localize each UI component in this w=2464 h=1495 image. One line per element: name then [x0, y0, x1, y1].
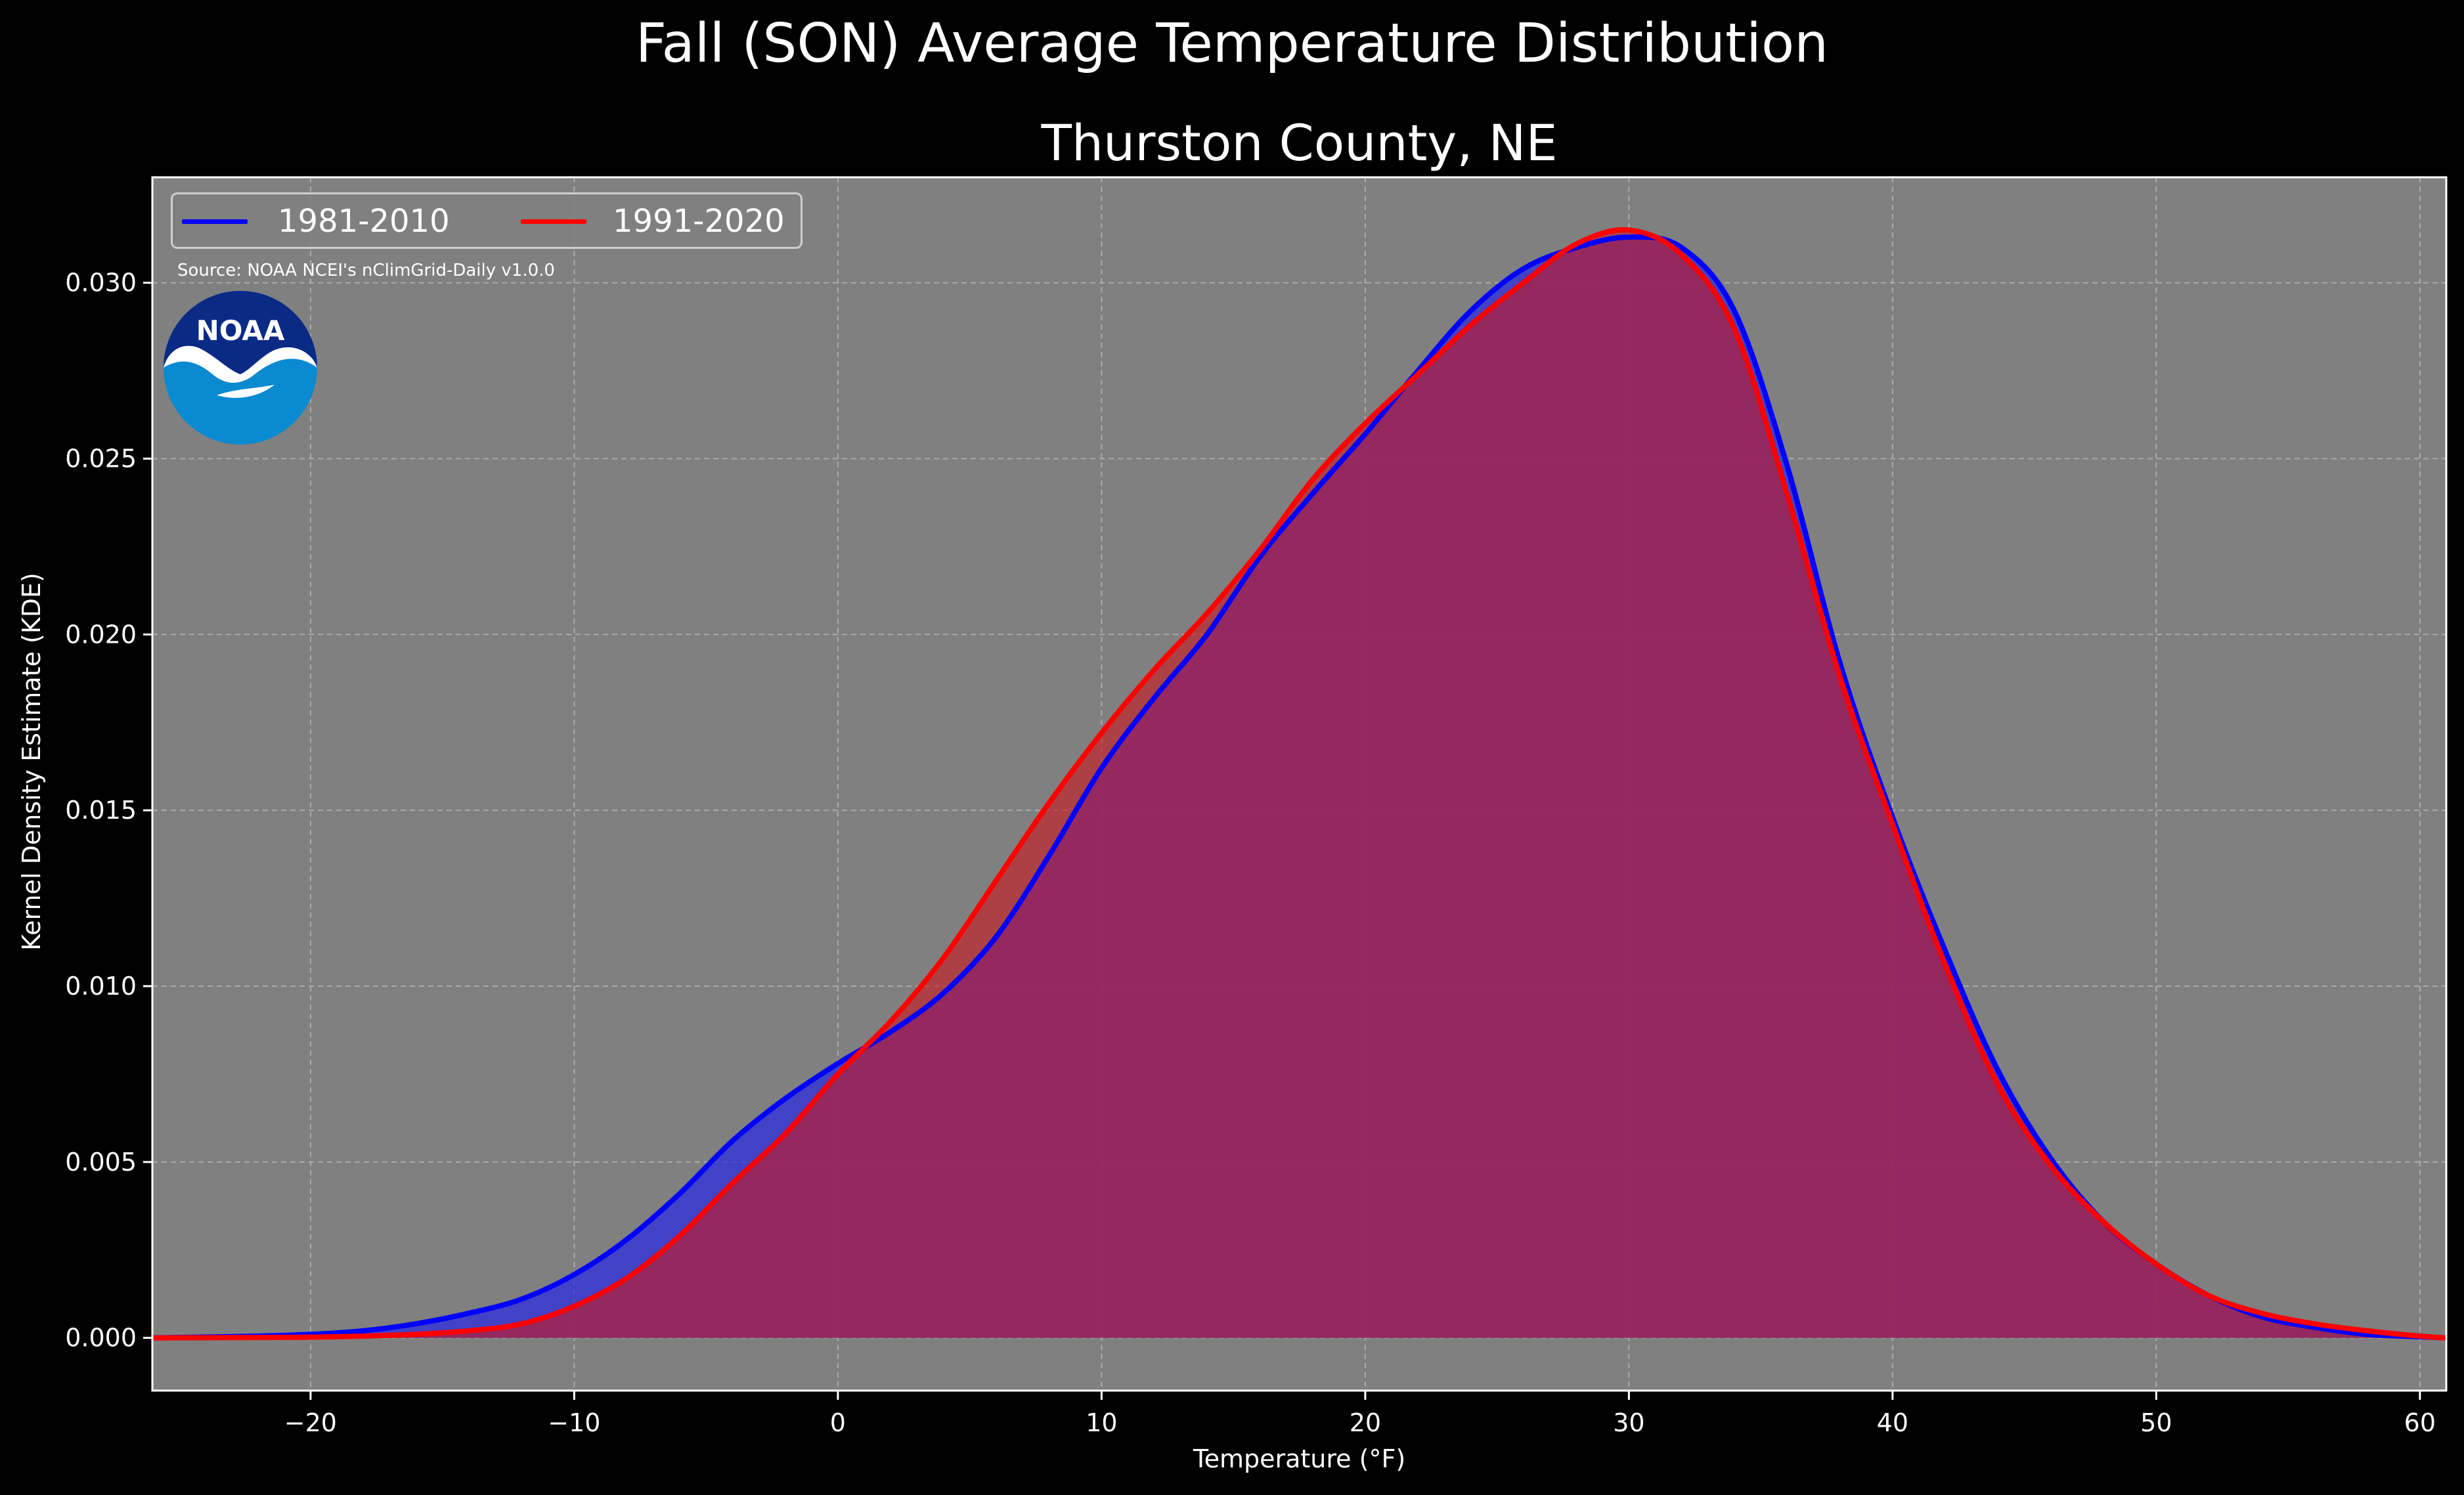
y-tick-label: 0.005 [65, 1148, 137, 1177]
x-tick-label: 40 [1877, 1408, 1908, 1437]
series-lines [152, 227, 2447, 1341]
source-note: Source: NOAA NCEI's nClimGrid-Daily v1.0… [177, 261, 555, 280]
series-line-1991-2020 [152, 227, 2447, 1341]
x-tick-label: 60 [2404, 1408, 2436, 1437]
chart-title: Thurston County, NE [1041, 114, 1558, 172]
x-tick-label: −20 [284, 1408, 337, 1437]
x-tick-label: 20 [1350, 1408, 1381, 1437]
y-tick-label: 0.010 [65, 972, 137, 1001]
series-fill-1991-2020 [152, 229, 2446, 1338]
y-axis-ticks: 0.000 0.005 0.010 0.015 0.020 0.025 0.030 [65, 269, 152, 1353]
series-fills [152, 229, 2446, 1338]
legend-swatch-1991-2020 [521, 219, 586, 224]
y-tick-label: 0.000 [65, 1324, 137, 1353]
noaa-logo: NOAA [164, 291, 317, 444]
x-tick-label: 0 [830, 1408, 846, 1437]
series-line-1981-2010 [152, 234, 2447, 1341]
x-axis-label: Temperature (°F) [1193, 1444, 1406, 1473]
legend-label-1981-2010: 1981-2010 [278, 203, 450, 240]
noaa-logo-text: NOAA [196, 314, 285, 347]
x-axis-ticks: −20 −10 0 10 20 30 40 50 60 [284, 1391, 2436, 1437]
x-tick-label: 10 [1086, 1408, 1117, 1437]
x-tick-label: 50 [2140, 1408, 2172, 1437]
y-tick-label: 0.020 [65, 620, 137, 649]
y-tick-label: 0.030 [65, 269, 137, 297]
x-tick-label: 30 [1613, 1408, 1644, 1437]
x-tick-label: −10 [548, 1408, 600, 1437]
figure-title: Fall (SON) Average Temperature Distribut… [635, 12, 1829, 75]
plot-frame [151, 176, 2448, 1392]
y-tick-label: 0.025 [65, 444, 137, 473]
y-axis-label: Kernel Density Estimate (KDE) [17, 573, 46, 951]
legend-swatch-1981-2010 [182, 219, 248, 224]
y-tick-label: 0.015 [65, 796, 137, 825]
legend: 1981-2010 1991-2020 [171, 192, 803, 249]
legend-label-1991-2020: 1991-2020 [613, 203, 785, 240]
